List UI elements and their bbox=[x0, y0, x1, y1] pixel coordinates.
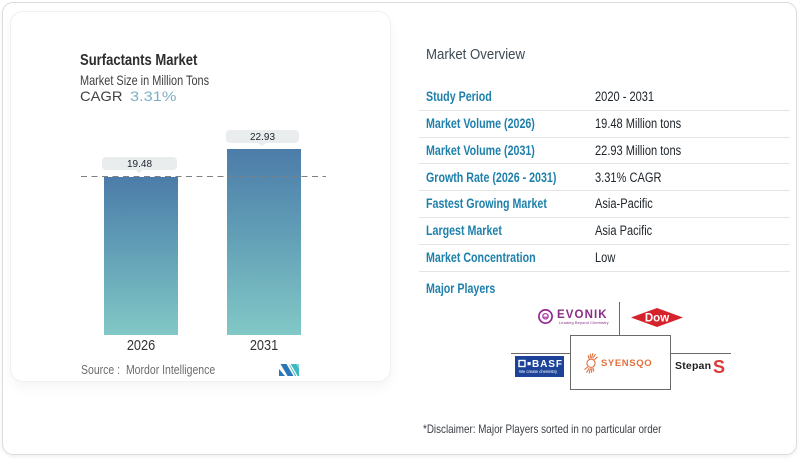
svg-text:Dow: Dow bbox=[645, 313, 669, 325]
svg-text:We create chemistry: We create chemistry bbox=[519, 369, 558, 374]
svg-text:BASF: BASF bbox=[532, 359, 563, 370]
